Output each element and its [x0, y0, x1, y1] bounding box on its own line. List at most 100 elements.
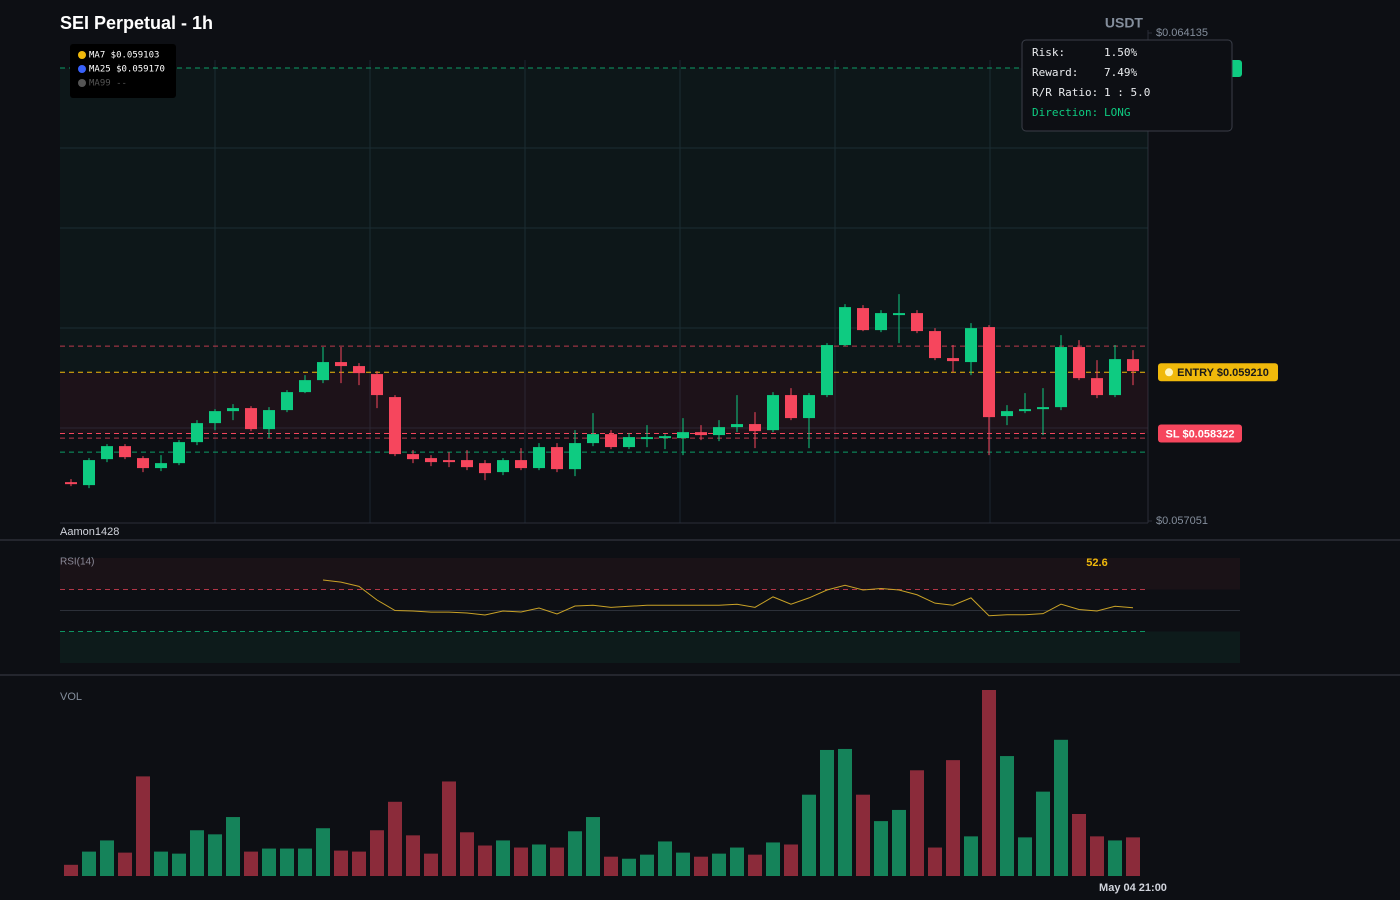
candle-body [173, 442, 185, 464]
candle-body [551, 447, 563, 470]
chart-title: SEI Perpetual - 1h [60, 13, 213, 33]
candle-body [461, 460, 473, 468]
volume-bar [316, 828, 330, 876]
risk-row-value: 1.50% [1104, 46, 1137, 59]
y-tick-label: $0.064135 [1156, 27, 1208, 39]
volume-bar [748, 854, 762, 876]
volume-bar [856, 794, 870, 876]
risk-box [1021, 39, 1233, 132]
volume-bar [730, 847, 744, 876]
candle-body [1019, 409, 1031, 412]
volume-bar [928, 847, 942, 876]
volume-bar [424, 853, 438, 876]
legend-swatch [78, 65, 86, 73]
entry-dot [1165, 368, 1173, 377]
candle-body [947, 358, 959, 362]
candle-body [857, 308, 869, 331]
candle-body [533, 447, 545, 469]
watermark: Aamon1428 [60, 526, 119, 538]
risk-row-label: Reward: [1032, 66, 1078, 79]
candle-body [1127, 359, 1139, 372]
candle-body [731, 424, 743, 428]
legend-label: MA7 $0.059103 [89, 51, 159, 61]
candle-body [821, 345, 833, 396]
candle-body [335, 362, 347, 367]
volume-bar [1054, 739, 1068, 876]
volume-bar [136, 776, 150, 876]
candle-body [677, 432, 689, 439]
candle-body [407, 454, 419, 460]
volume-bar [280, 848, 294, 876]
volume-bar [1108, 840, 1122, 876]
volume-bar [352, 851, 366, 876]
candle-body [1001, 411, 1013, 417]
candle-body [299, 380, 311, 393]
volume-bar [604, 856, 618, 876]
volume-bar [676, 852, 690, 876]
x-tick-label: May 04 21:00 [1099, 882, 1167, 894]
candle-body [749, 424, 761, 432]
volume-bar [262, 848, 276, 876]
profit-zone [60, 67, 1148, 373]
rsi-title: RSI(14) [60, 557, 94, 568]
volume-bar [640, 854, 654, 876]
volume-bar [946, 760, 960, 876]
legend-swatch [78, 79, 86, 87]
volume-bar [172, 853, 186, 876]
volume-bar [514, 847, 528, 876]
candle-body [1055, 347, 1067, 408]
volume-bar [370, 830, 384, 876]
legend-label: MA99 -- [89, 79, 127, 89]
volume-bar [532, 844, 546, 876]
candle-body [281, 392, 293, 411]
volume-bar [100, 840, 114, 876]
volume-bar [820, 749, 834, 876]
candle-body [839, 307, 851, 346]
legend-swatch [78, 51, 86, 59]
risk-row-label: Risk: [1032, 46, 1065, 59]
risk-row-value: 7.49% [1104, 66, 1137, 79]
volume-bar [838, 748, 852, 876]
volume-bar [442, 781, 456, 876]
rsi-value-label: 52.6 [1086, 557, 1107, 569]
volume-bar [388, 801, 402, 876]
candle-body [371, 374, 383, 396]
grid [60, 30, 1149, 524]
candle-body [875, 313, 887, 331]
candle-body [1109, 359, 1121, 396]
volume-bar [298, 848, 312, 876]
volume-bar [1018, 837, 1032, 876]
candle-body [695, 432, 707, 436]
candle-body [605, 434, 617, 448]
risk-row-value: 1 : 5.0 [1104, 86, 1150, 99]
candle-body [497, 460, 509, 473]
candle-body [1037, 407, 1049, 410]
volume-bar [1036, 791, 1050, 876]
candle-body [1073, 347, 1085, 379]
volume-bar [1090, 836, 1104, 876]
stop_loss-tag [1158, 424, 1242, 443]
vol-title: VOL [60, 691, 82, 703]
risk-row-label: Direction: [1032, 106, 1098, 119]
y-tick-label: $0.057051 [1156, 515, 1208, 527]
rsi-overbought [60, 558, 1240, 590]
volume-bar [154, 851, 168, 876]
volume-bar [118, 852, 132, 876]
candle-body [191, 423, 203, 443]
candle-body [479, 463, 491, 474]
rsi-line [322, 579, 1134, 617]
volume-bar [460, 832, 474, 876]
candle-body [893, 313, 905, 316]
volume-bar [190, 830, 204, 876]
volume-bar [622, 858, 636, 876]
candle-body [767, 395, 779, 431]
volume-bar [478, 845, 492, 876]
volume-bar [244, 851, 258, 876]
candle-body [101, 446, 113, 460]
legend-label: MA25 $0.059170 [89, 65, 165, 75]
candle-body [119, 446, 131, 458]
legend-box [70, 44, 176, 98]
volume-bar [712, 853, 726, 876]
candle-body [227, 408, 239, 412]
candle-body [389, 397, 401, 455]
